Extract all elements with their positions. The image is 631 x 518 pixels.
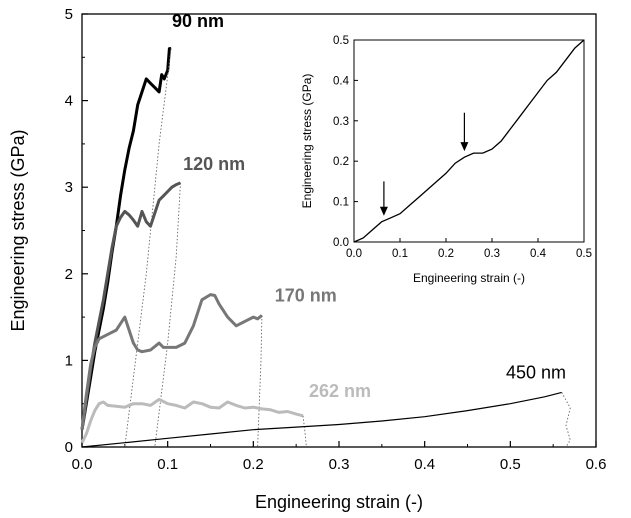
- inset-y-tick-label: 0.4: [333, 75, 350, 87]
- inset-x-tick-label: 0.5: [576, 248, 592, 260]
- down-arrow-icon: [460, 142, 469, 152]
- inset-y-tick-label: 0.2: [333, 156, 349, 168]
- unload-line-90-nm: [124, 48, 172, 448]
- unload-line-262-nm: [302, 415, 307, 448]
- unload-line-450-nm: [561, 392, 571, 448]
- inset-x-axis-label: Engineering strain (-): [413, 271, 525, 285]
- x-axis-label: Engineering strain (-): [255, 492, 423, 512]
- series-label-170-nm: 170 nm: [275, 286, 337, 306]
- x-tick-label: 0.6: [586, 456, 607, 473]
- y-axis-label: Engineering stress (GPa): [8, 129, 28, 331]
- y-tick-label: 4: [65, 93, 73, 110]
- series-line-450-nm: [81, 391, 562, 448]
- inset-x-tick-label: 0.1: [392, 248, 408, 260]
- inset-frame: [353, 39, 585, 243]
- inset-x-tick-label: 0.3: [484, 248, 500, 260]
- main-plot: 0.0 0.1 0.2 0.3 0.4 0.5 0.6 0 1 2 3 4 5 Engineering s…: [8, 6, 606, 512]
- y-tick-label: 2: [65, 266, 73, 283]
- inset-x-tick-label: 0.4: [530, 248, 547, 260]
- unload-line-120-nm: [154, 182, 181, 448]
- y-tick-label: 0: [65, 439, 73, 456]
- x-tick-label: 0.3: [329, 456, 350, 473]
- y-tick-label: 3: [65, 179, 73, 196]
- inset-curve: [353, 39, 585, 243]
- x-tick-label: 0.4: [414, 456, 435, 473]
- down-arrow-icon: [379, 206, 388, 216]
- inset-y-axis-label: Engineering stress (GPa): [300, 74, 314, 209]
- x-tick-label: 0.1: [157, 456, 178, 473]
- inset-x-tick-label: 0.2: [438, 248, 454, 260]
- series-label-90-nm: 90 nm: [172, 11, 224, 31]
- inset-x-tick-label: 0.0: [346, 248, 362, 260]
- series-label-262-nm: 262 nm: [309, 381, 371, 401]
- x-tick-label: 0.2: [243, 456, 264, 473]
- series-line-90-nm: [80, 47, 172, 430]
- inset-y-tick-label: 0.3: [333, 116, 349, 128]
- series-line-262-nm: [80, 397, 304, 444]
- inset-y-tick-label: 0.1: [333, 197, 349, 209]
- inset-y-tick-label: 0.5: [333, 35, 349, 47]
- x-tick-label: 0.0: [72, 456, 93, 473]
- series-label-450-nm: 450 nm: [506, 363, 566, 383]
- series-line-170-nm: [80, 293, 263, 430]
- series-line-120-nm: [80, 181, 182, 430]
- inset-plot: 0.0 0.1 0.2 0.3 0.4 0.5 0.0 0.1 0.2 0.3 0.4 0.5 Engi…: [300, 35, 592, 285]
- y-tick-label: 1: [65, 352, 73, 369]
- x-tick-label: 0.5: [500, 456, 521, 473]
- unload-line-170-nm: [257, 315, 263, 448]
- y-tick-label: 5: [65, 6, 73, 23]
- series-label-120-nm: 120 nm: [183, 154, 245, 174]
- inset-y-tick-label: 0.0: [333, 237, 349, 249]
